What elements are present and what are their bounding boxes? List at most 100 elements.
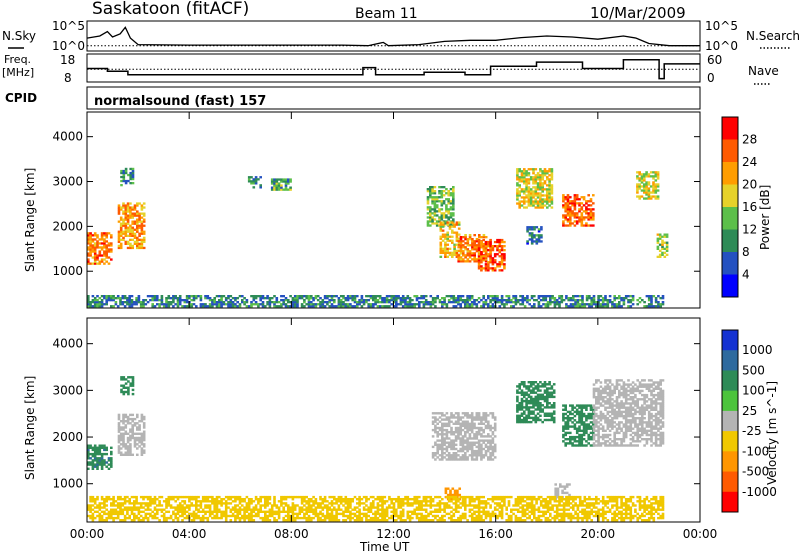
scatter-cell (539, 414, 542, 417)
scatter-cell (282, 188, 285, 191)
scatter-cell (181, 299, 184, 302)
scatter-cell (457, 295, 460, 298)
scatter-cell (520, 170, 524, 173)
scatter-cell (438, 301, 442, 304)
scatter-cell (657, 429, 660, 432)
scatter-cell (475, 258, 479, 261)
scatter-cell (652, 414, 656, 418)
scatter-cell (129, 422, 132, 425)
scatter-cell (273, 504, 276, 507)
scatter-cell (541, 404, 544, 407)
scatter-cell (385, 305, 389, 308)
scatter-cell (543, 200, 547, 203)
scatter-cell (535, 242, 539, 245)
scatter-cell (229, 295, 233, 298)
scatter-cell (133, 208, 137, 211)
scatter-cell (514, 299, 518, 302)
scatter-cell (138, 242, 141, 245)
scatter-cell (546, 188, 549, 191)
scatter-cell (585, 222, 588, 225)
scatter-cell (464, 431, 467, 434)
scatter-cell (480, 428, 483, 432)
scatter-cell (566, 425, 570, 428)
scatter-cell (496, 299, 499, 302)
scatter-cell (280, 498, 283, 501)
scatter-cell (323, 305, 327, 308)
scatter-cell (91, 498, 95, 501)
scatter-cell (91, 234, 95, 237)
scatter-cell (266, 495, 269, 499)
scatter-cell (532, 418, 535, 422)
scatter-cell (229, 495, 233, 499)
scatter-cell (534, 198, 538, 201)
scatter-cell (455, 223, 459, 226)
scatter-cell (574, 301, 577, 304)
scatter-cell (454, 420, 458, 423)
noise-right-tick-bottom: 10^0 (705, 39, 738, 53)
scatter-cell (529, 381, 533, 384)
scatter-cell (466, 254, 470, 257)
scatter-cell (578, 220, 581, 223)
scatter-cell (654, 419, 658, 422)
scatter-cell (597, 297, 600, 300)
scatter-cell (300, 508, 304, 511)
scatter-cell (618, 393, 621, 397)
scatter-cell (534, 168, 538, 171)
scatter-cell (475, 435, 479, 438)
scatter-cell (197, 514, 200, 518)
scatter-cell (661, 239, 664, 242)
scatter-cell (548, 383, 551, 386)
scatter-cell (527, 202, 531, 205)
scatter-cell (634, 408, 637, 411)
scatter-cell (129, 224, 132, 227)
scatter-cell (525, 206, 528, 209)
scatter-cell (498, 245, 502, 248)
scatter-cell (477, 443, 481, 446)
scatter-cell (500, 255, 504, 258)
scatter-cell (537, 236, 541, 239)
scatter-cell (167, 495, 171, 499)
scatter-cell (130, 299, 134, 302)
scatter-cell (206, 295, 210, 298)
scatter-cell (300, 506, 304, 509)
scatter-cell (489, 305, 492, 308)
scatter-cell (438, 426, 442, 430)
scatter-cell (422, 295, 426, 298)
scatter-cell (527, 393, 531, 396)
scatter-cell (654, 400, 658, 403)
scatter-cell (291, 297, 295, 300)
scatter-cell (105, 504, 108, 507)
scatter-cell (142, 224, 146, 227)
scatter-cell (532, 186, 535, 189)
scatter-cell (231, 508, 235, 511)
scatter-cell (103, 242, 106, 245)
scatter-cell (550, 385, 554, 388)
scatter-cell (165, 519, 168, 522)
scatter-cell (654, 425, 658, 428)
scatter-cell (192, 498, 196, 501)
scatter-cell (503, 259, 506, 262)
scatter-cell (123, 500, 127, 503)
scatter-cell (631, 385, 635, 388)
scatter-cell (100, 444, 104, 447)
scatter-cell (133, 508, 136, 511)
scatter-cell (477, 431, 481, 434)
scatter-cell (451, 493, 455, 497)
scatter-cell (636, 425, 639, 428)
scatter-cell (636, 185, 639, 188)
scatter-cell (406, 301, 410, 304)
scatter-cell (461, 437, 465, 440)
scatter-cell (487, 447, 490, 451)
scatter-cell (273, 495, 276, 499)
scatter-cell (587, 224, 590, 227)
scatter-cell (480, 439, 483, 442)
scatter-cell (383, 301, 387, 304)
scatter-cell (277, 301, 281, 304)
scatter-cell (482, 297, 485, 300)
scatter-cell (208, 500, 212, 503)
scatter-cell (475, 431, 479, 434)
scatter-cell (431, 301, 435, 304)
scatter-cell (530, 240, 534, 243)
scatter-cell (372, 303, 375, 306)
scatter-cell (489, 249, 492, 252)
